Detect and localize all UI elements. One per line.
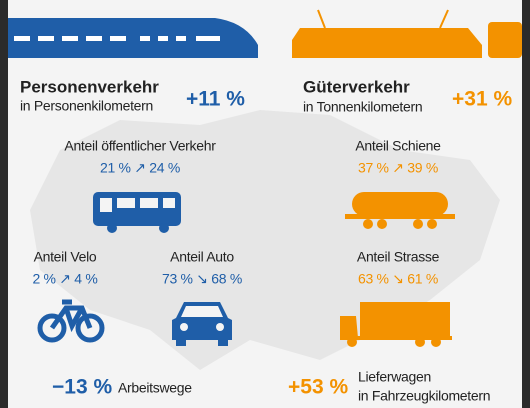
label: in Fahrzeugkilometern	[358, 388, 490, 404]
label: Arbeitswege	[118, 380, 192, 396]
car-icon	[172, 302, 232, 346]
share-value: 21 % ↗ 24 %	[100, 160, 180, 176]
share-label: Anteil Auto	[170, 249, 234, 265]
change: −13 %	[52, 376, 112, 399]
share-value: 2 % ↗ 4 %	[32, 271, 97, 287]
change: +53 %	[288, 376, 348, 399]
subtitle: in Personenkilometern	[20, 98, 153, 114]
title: Personenverkehr	[20, 77, 159, 96]
change: +11 %	[186, 88, 245, 111]
share-value: 63 % ↘ 61 %	[358, 271, 438, 287]
share-label: Anteil Strasse	[357, 249, 440, 265]
change: +31 %	[452, 88, 512, 111]
share-label: Anteil öffentlicher Verkehr	[64, 138, 216, 154]
share-label: Anteil Schiene	[355, 138, 441, 154]
share-value: 37 % ↗ 39 %	[358, 160, 438, 176]
share-value: 73 % ↘ 68 %	[162, 271, 242, 287]
freight-train-icon	[292, 9, 522, 58]
subtitle: in Tonnenkilometern	[303, 99, 422, 115]
truck-icon	[340, 302, 452, 347]
tank-car-icon	[345, 192, 455, 229]
label: Lieferwagen	[358, 369, 431, 385]
title: Güterverkehr	[303, 77, 410, 96]
share-label: Anteil Velo	[34, 249, 97, 265]
bus-icon	[93, 192, 181, 233]
passenger-train-icon	[8, 18, 258, 58]
bike-icon	[37, 299, 105, 343]
